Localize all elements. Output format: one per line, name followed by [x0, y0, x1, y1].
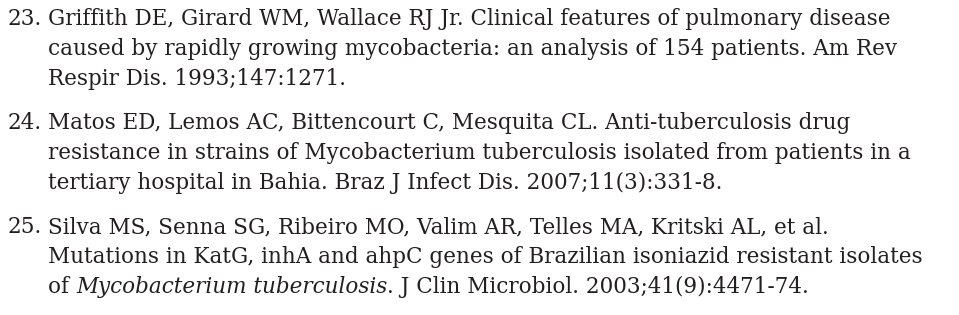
Text: Matos ED, Lemos AC, Bittencourt C, Mesquita CL. Anti-tuberculosis drug: Matos ED, Lemos AC, Bittencourt C, Mesqu…	[48, 112, 851, 134]
Text: Griffith DE, Girard WM, Wallace RJ Jr. Clinical features of pulmonary disease: Griffith DE, Girard WM, Wallace RJ Jr. C…	[48, 8, 891, 30]
Text: tertiary hospital in Bahia. Braz J Infect Dis. 2007;11(3):331-8.: tertiary hospital in Bahia. Braz J Infec…	[48, 172, 722, 194]
Text: 24.: 24.	[8, 112, 42, 134]
Text: Silva MS, Senna SG, Ribeiro MO, Valim AR, Telles MA, Kritski AL, et al.: Silva MS, Senna SG, Ribeiro MO, Valim AR…	[48, 216, 829, 238]
Text: Mutations in KatG, inhA and ahpC genes of Brazilian isoniazid resistant isolates: Mutations in KatG, inhA and ahpC genes o…	[48, 246, 923, 268]
Text: caused by rapidly growing mycobacteria: an analysis of 154 patients. Am Rev: caused by rapidly growing mycobacteria: …	[48, 38, 897, 60]
Text: Mycobacterium tuberculosis: Mycobacterium tuberculosis	[76, 276, 387, 298]
Text: of: of	[48, 276, 76, 298]
Text: 23.: 23.	[8, 8, 42, 30]
Text: resistance in strains of Mycobacterium tuberculosis isolated from patients in a: resistance in strains of Mycobacterium t…	[48, 142, 911, 164]
Text: Respir Dis. 1993;147:1271.: Respir Dis. 1993;147:1271.	[48, 68, 346, 90]
Text: 25.: 25.	[8, 216, 42, 238]
Text: . J Clin Microbiol. 2003;41(9):4471-74.: . J Clin Microbiol. 2003;41(9):4471-74.	[387, 276, 808, 298]
